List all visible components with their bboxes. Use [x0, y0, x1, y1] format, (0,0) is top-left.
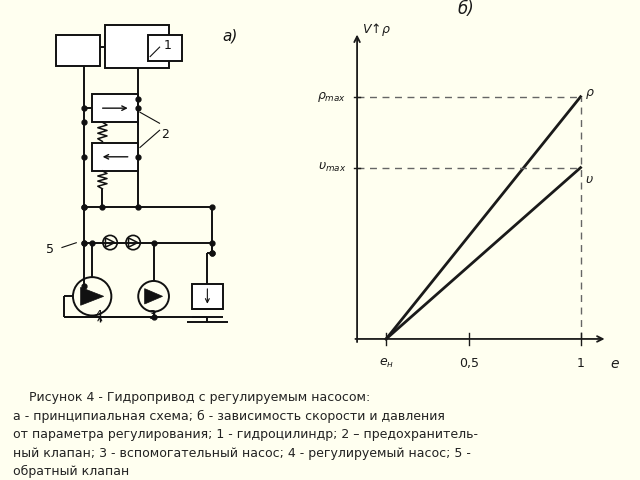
Text: б): б) — [458, 0, 474, 18]
Text: 3: 3 — [148, 310, 156, 323]
Text: $\upsilon$: $\upsilon$ — [585, 173, 594, 186]
Text: 1: 1 — [577, 357, 584, 370]
Text: $\upsilon_{max}$: $\upsilon_{max}$ — [317, 161, 346, 174]
Text: $\rho$: $\rho$ — [585, 87, 595, 101]
Bar — [56, 35, 100, 66]
Text: 2: 2 — [161, 128, 169, 141]
Text: $V\!\uparrow\!\rho$: $V\!\uparrow\!\rho$ — [362, 21, 391, 37]
Text: Рисунок 4 - Гидропривод с регулируемым насосом:
а - принципиальная схема; б - за: Рисунок 4 - Гидропривод с регулируемым н… — [13, 391, 478, 479]
Bar — [92, 94, 138, 122]
Polygon shape — [145, 288, 163, 304]
Text: 1: 1 — [164, 39, 172, 52]
Bar — [105, 35, 143, 58]
Bar — [148, 35, 182, 61]
Text: $e$: $e$ — [610, 357, 620, 371]
Text: $\rho_{max}$: $\rho_{max}$ — [317, 90, 346, 104]
Bar — [105, 25, 169, 69]
Text: 5: 5 — [46, 243, 54, 256]
Bar — [192, 284, 223, 309]
Bar — [92, 143, 138, 171]
Text: 0,5: 0,5 — [459, 357, 479, 370]
Text: $e_н$: $e_н$ — [379, 357, 394, 370]
Polygon shape — [81, 288, 104, 305]
Text: 4: 4 — [95, 310, 102, 323]
Text: а): а) — [223, 28, 238, 43]
